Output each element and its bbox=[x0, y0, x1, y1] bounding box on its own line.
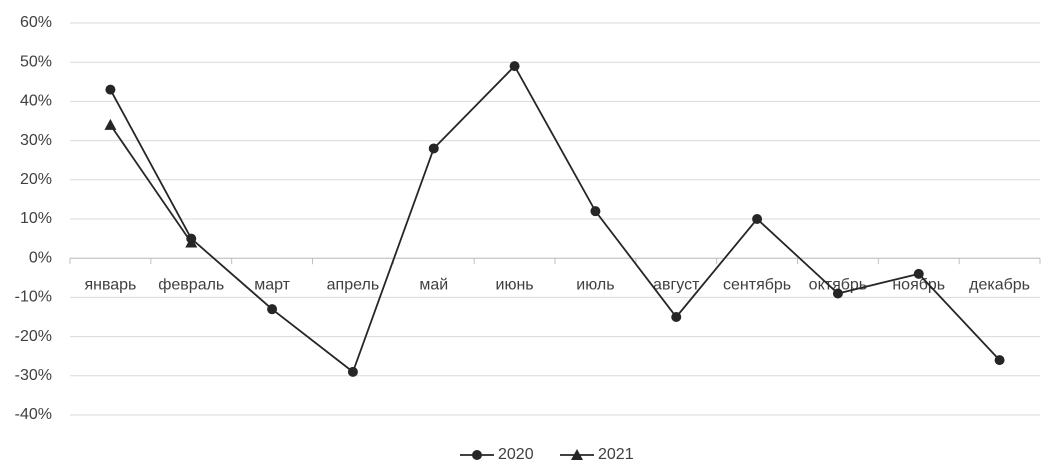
data-point bbox=[671, 312, 682, 322]
x-tick-label: июль bbox=[576, 276, 614, 293]
data-point bbox=[185, 236, 198, 248]
y-tick-label: -10% bbox=[15, 289, 52, 306]
data-point bbox=[104, 118, 117, 130]
x-tick-label: май bbox=[419, 276, 448, 293]
y-tick-label: 30% bbox=[20, 132, 52, 149]
x-tick-label: февраль bbox=[158, 276, 224, 293]
x-tick-label: сентябрь bbox=[723, 276, 791, 293]
data-point bbox=[752, 214, 763, 224]
x-tick-label: март bbox=[254, 276, 290, 293]
data-point bbox=[913, 268, 924, 279]
y-tick-label: -30% bbox=[15, 367, 52, 384]
y-tick-label: 50% bbox=[20, 53, 52, 70]
x-tick-label: декабрь bbox=[969, 276, 1030, 293]
legend-marker bbox=[472, 450, 482, 460]
x-tick-label: январь bbox=[84, 276, 136, 293]
data-point bbox=[267, 304, 278, 315]
data-point bbox=[105, 84, 116, 95]
x-tick-label: август bbox=[653, 276, 700, 293]
data-point bbox=[590, 206, 601, 217]
y-tick-label: 10% bbox=[20, 210, 52, 227]
data-point bbox=[428, 143, 439, 154]
y-tick-label: 20% bbox=[20, 171, 52, 188]
y-tick-label: 0% bbox=[29, 249, 52, 266]
legend-label: 2020 bbox=[498, 446, 534, 463]
data-point bbox=[509, 61, 520, 72]
y-tick-label: -20% bbox=[15, 328, 52, 345]
x-tick-label: июнь bbox=[496, 276, 534, 293]
data-point bbox=[832, 288, 843, 299]
y-tick-label: 40% bbox=[20, 93, 52, 110]
data-point bbox=[994, 355, 1005, 366]
legend-label: 2021 bbox=[598, 446, 634, 463]
legend-marker bbox=[571, 449, 583, 460]
y-tick-label: 60% bbox=[20, 14, 52, 31]
data-point bbox=[347, 366, 358, 377]
x-tick-label: апрель bbox=[327, 276, 380, 293]
series-line bbox=[109, 124, 192, 244]
series-line bbox=[109, 64, 1001, 374]
y-tick-label: -40% bbox=[15, 406, 52, 423]
